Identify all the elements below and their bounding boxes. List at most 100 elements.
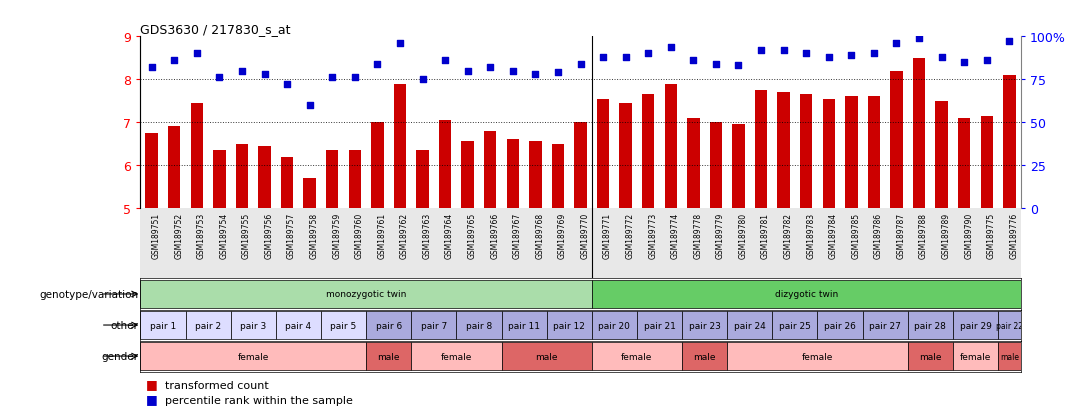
Bar [394,84,406,209]
Bar [366,342,411,370]
Bar [416,151,429,209]
Text: male: male [919,352,942,361]
Bar [592,342,683,370]
Bar [935,102,948,209]
Text: GSM189767: GSM189767 [513,212,522,258]
Bar [1003,76,1015,209]
Point [730,63,747,70]
Text: GSM189789: GSM189789 [942,212,950,258]
Point [594,55,611,61]
Text: pair 21: pair 21 [644,321,675,330]
Bar [575,123,586,209]
Bar [998,311,1021,339]
Text: GSM189772: GSM189772 [625,212,635,258]
Text: GSM189766: GSM189766 [490,212,499,258]
Point [459,68,476,75]
Text: GSM189765: GSM189765 [468,212,476,258]
Bar [281,157,294,209]
Text: pair 8: pair 8 [465,321,492,330]
Bar [349,151,361,209]
Bar [186,311,231,339]
Bar [890,71,903,209]
Text: GSM189757: GSM189757 [287,212,296,258]
Text: GSM189783: GSM189783 [806,212,815,258]
Text: ■: ■ [146,377,158,390]
Text: female: female [621,352,652,361]
Point [820,55,837,61]
Text: GSM189790: GSM189790 [964,212,973,258]
Point [436,58,454,64]
Text: GSM189755: GSM189755 [242,212,251,258]
Text: other: other [111,320,138,330]
Bar [275,311,321,339]
Text: GSM189785: GSM189785 [851,212,861,258]
Text: dizygotic twin: dizygotic twin [774,290,838,299]
Point [639,51,657,58]
Bar [597,99,609,209]
Bar [637,311,683,339]
Bar [683,342,727,370]
Text: GDS3630 / 217830_s_at: GDS3630 / 217830_s_at [140,23,291,36]
Point [165,58,183,64]
Text: female: female [801,352,833,361]
Text: GSM189771: GSM189771 [603,212,612,258]
Point [324,75,341,82]
Bar [755,91,767,209]
Text: GSM189760: GSM189760 [355,212,364,258]
Text: GSM189768: GSM189768 [536,212,544,258]
Text: pair 25: pair 25 [779,321,811,330]
Bar [190,104,203,209]
Point [978,58,996,64]
Text: pair 27: pair 27 [869,321,901,330]
Text: GSM189759: GSM189759 [333,212,341,258]
Text: GSM189751: GSM189751 [151,212,161,258]
Text: GSM189762: GSM189762 [400,212,409,258]
Bar [231,311,275,339]
Text: pair 28: pair 28 [915,321,946,330]
Bar [953,342,998,370]
Bar [727,342,908,370]
Point [1001,39,1018,45]
Bar [998,342,1021,370]
Text: GSM189773: GSM189773 [648,212,658,258]
Bar [501,311,546,339]
Bar [710,123,723,209]
Text: GSM189770: GSM189770 [581,212,590,258]
Point [301,102,319,109]
Point [572,61,590,68]
Point [933,55,950,61]
Point [414,77,431,83]
Bar [592,280,1021,308]
Point [910,36,928,42]
Bar [140,280,592,308]
Text: pair 29: pair 29 [959,321,991,330]
Bar [732,125,745,209]
Text: GSM189782: GSM189782 [784,212,793,258]
Text: pair 3: pair 3 [240,321,267,330]
Text: male: male [1000,352,1018,361]
Point [256,71,273,78]
Bar [592,311,637,339]
Bar [683,311,727,339]
Bar [552,144,564,209]
Point [143,65,160,71]
Bar [484,131,497,209]
Bar [823,99,835,209]
Text: GSM189776: GSM189776 [1010,212,1018,258]
Text: transformed count: transformed count [165,380,269,390]
Text: GSM189784: GSM189784 [828,212,838,258]
Bar [772,311,818,339]
Bar [958,119,971,209]
Point [797,51,814,58]
Text: female: female [960,352,991,361]
Text: pair 20: pair 20 [598,321,631,330]
Text: male: male [536,352,558,361]
Point [527,71,544,78]
Text: pair 24: pair 24 [734,321,766,330]
Text: pair 4: pair 4 [285,321,311,330]
Point [865,51,882,58]
Point [233,68,251,75]
Text: percentile rank within the sample: percentile rank within the sample [165,395,353,405]
Point [550,70,567,76]
Text: GSM189778: GSM189778 [693,212,702,258]
